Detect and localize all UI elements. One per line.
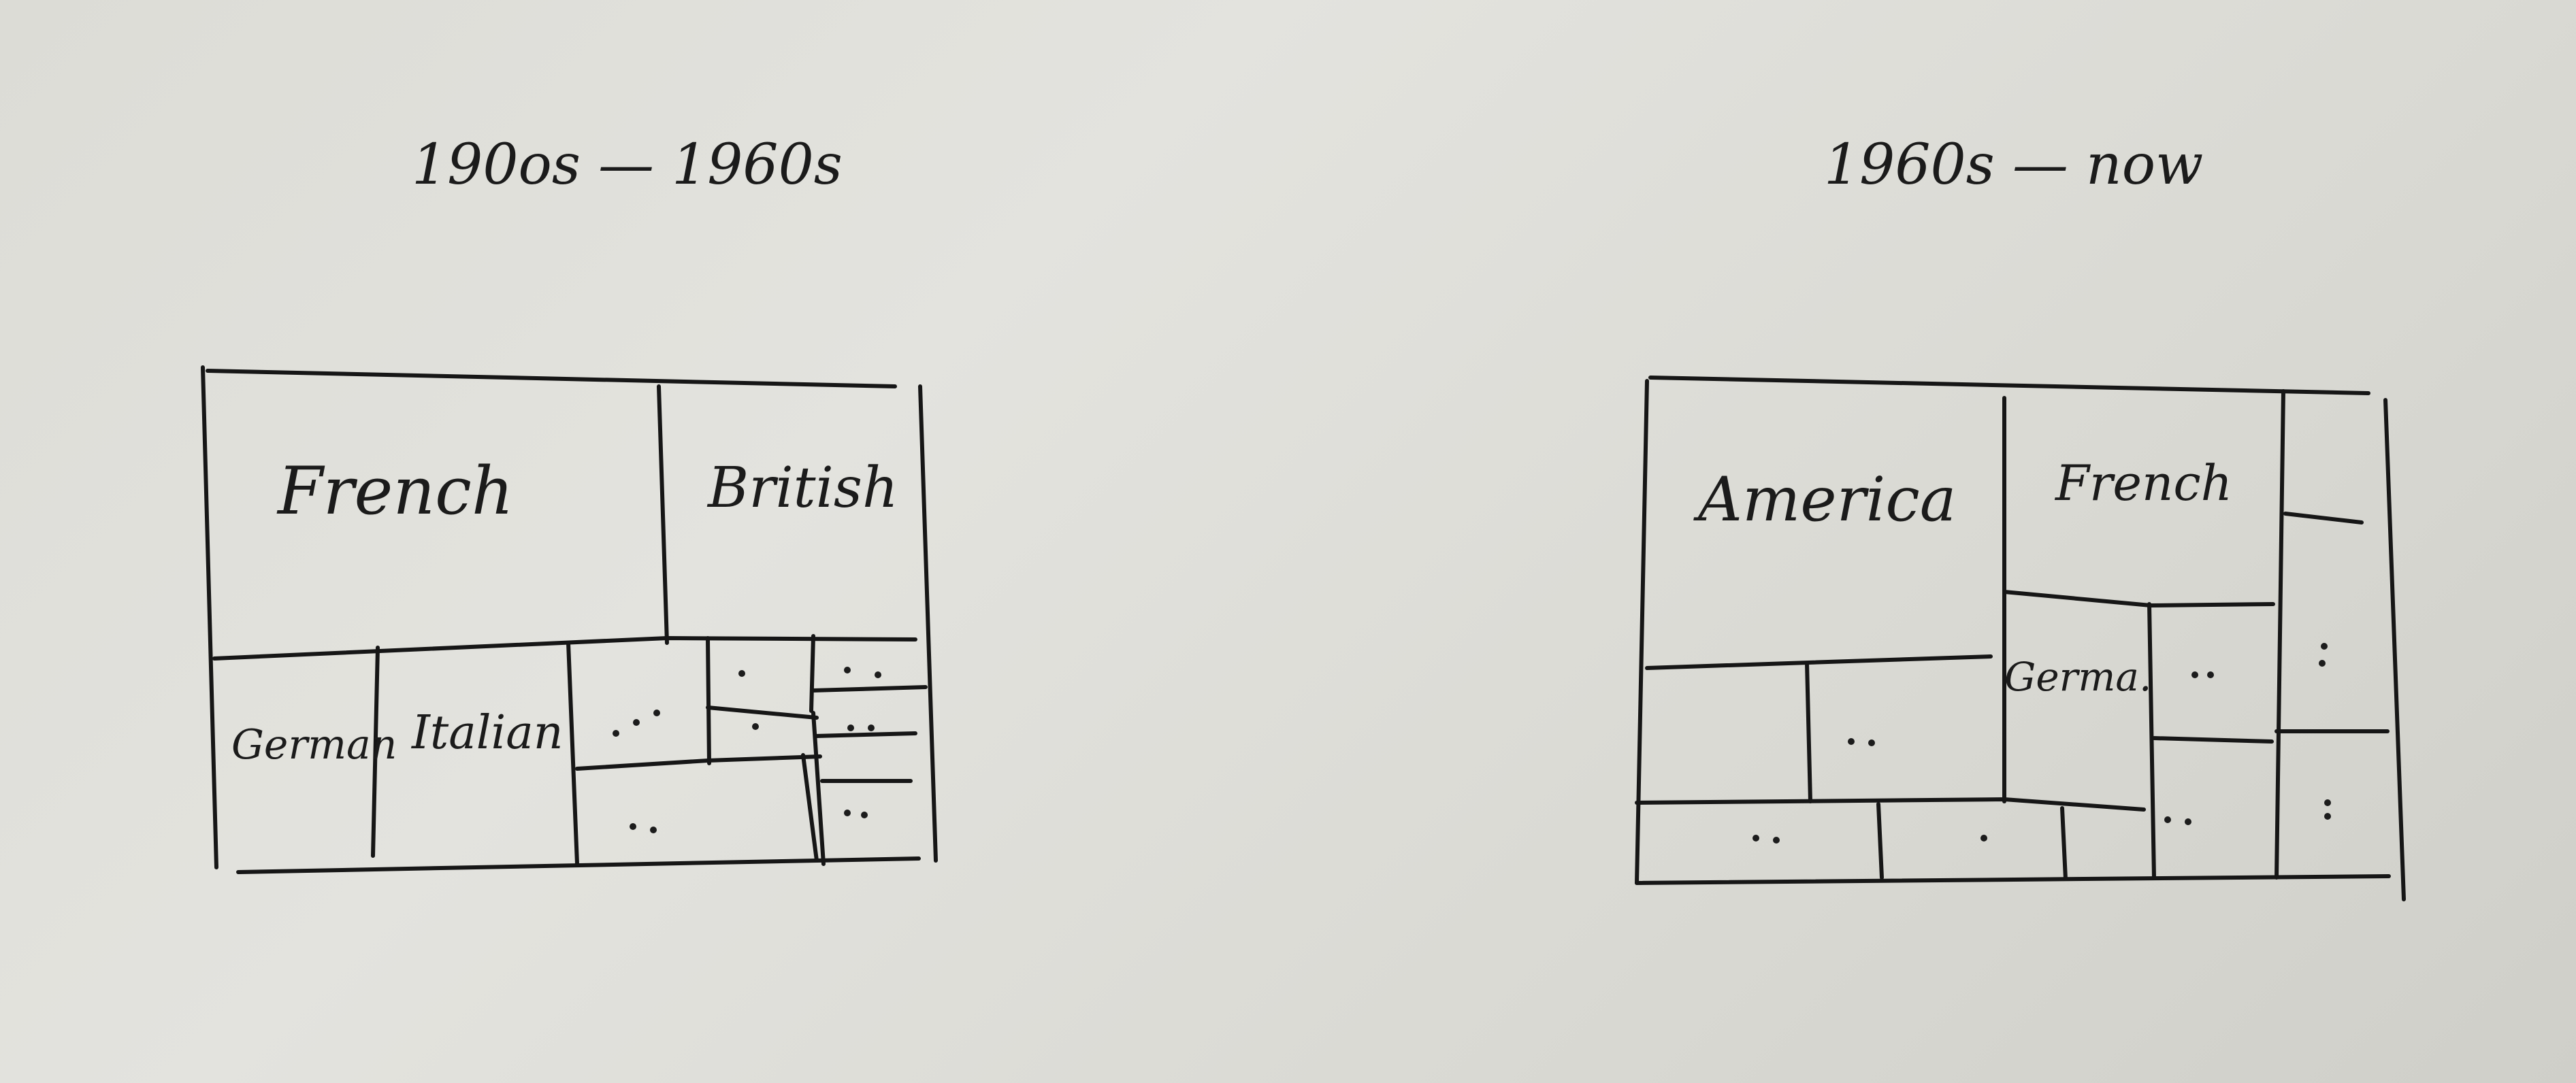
right-label-german: Germa. — [2004, 654, 2151, 700]
right-ellipsis-marks — [1752, 643, 2331, 844]
left-label-german: German — [231, 721, 397, 769]
right-sketch: 1960s — now Am — [1635, 133, 2406, 901]
right-treemap-outline — [1635, 376, 2406, 901]
left-label-british: British — [706, 456, 898, 520]
left-label-italian: Italian — [410, 706, 564, 760]
left-sketch: 190os — 1960s French Br — [201, 133, 938, 874]
left-label-french: French — [276, 453, 514, 529]
left-treemap-outline — [201, 365, 938, 874]
left-sketch-title: 190os — 1960s — [412, 133, 843, 197]
right-label-america: America — [1693, 464, 1956, 535]
right-label-french: French — [2054, 454, 2232, 512]
right-sketch-title: 1960s — now — [1824, 133, 2203, 197]
left-ellipsis-marks — [613, 667, 881, 833]
